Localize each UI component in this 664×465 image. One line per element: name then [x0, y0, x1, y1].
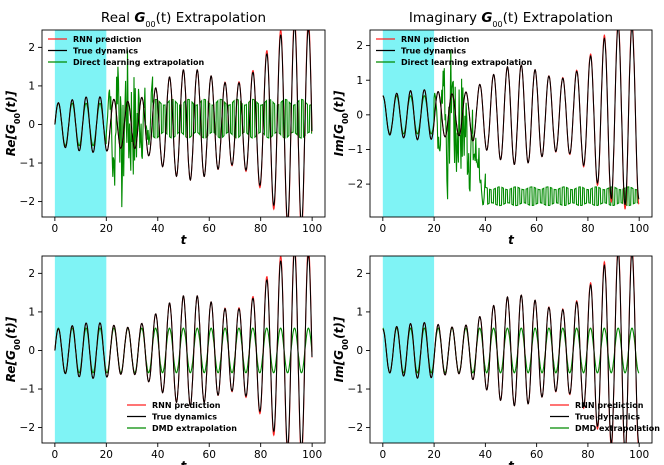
- legend-entry: True dynamics: [575, 413, 640, 422]
- legend-entry: True dynamics: [152, 413, 217, 422]
- x-tick-label: 0: [52, 223, 59, 235]
- plot-frame: [41, 29, 326, 218]
- x-tick-label: 100: [302, 223, 322, 235]
- y-tick-label: 0: [28, 119, 35, 131]
- y-tick-label: 1: [28, 307, 35, 319]
- x-axis-label: t: [508, 233, 515, 247]
- training-window-shade: [382, 256, 435, 443]
- y-tick-label: 0: [356, 109, 363, 121]
- y-axis-label: Im[G00(t)]: [332, 316, 350, 382]
- legend: RNN prediction True dynamics Direct learni…: [48, 35, 204, 67]
- plot-frame: [41, 255, 326, 444]
- y-tick-label: 2: [356, 40, 363, 52]
- y-tick-label: −1: [20, 158, 35, 170]
- x-tick-label: 100: [302, 449, 322, 461]
- x-tick-label: 0: [379, 223, 386, 235]
- training-window-shade: [54, 256, 107, 443]
- legend-entry: DMD extrapolation: [152, 424, 237, 433]
- legend-entry: RNN prediction: [73, 35, 142, 44]
- legend-entry: RNN prediction: [575, 401, 644, 410]
- plot-frame: [369, 29, 653, 218]
- legend-entry: Direct learning extrapolation: [73, 58, 204, 67]
- training-window-shade: [54, 30, 107, 217]
- series-true-dynamicsline: [382, 30, 640, 205]
- y-tick-label: −1: [20, 384, 35, 396]
- x-tick-label: 60: [530, 223, 543, 235]
- x-axis-label: t: [181, 459, 188, 465]
- x-tick-label: 20: [100, 449, 113, 461]
- x-tick-label: 80: [581, 449, 594, 461]
- legend-entry: RNN prediction: [152, 401, 221, 410]
- y-tick-label: −2: [20, 422, 35, 434]
- legend: RNN prediction True dynamics Direct learni…: [376, 35, 532, 67]
- y-tick-label: −2: [348, 422, 363, 434]
- x-tick-label: 40: [151, 449, 164, 461]
- x-tick-label: 80: [254, 223, 267, 235]
- legend: RNN prediction True dynamics DMD extrapola…: [127, 401, 237, 433]
- x-tick-label: 40: [151, 223, 164, 235]
- chart-panel-4: 0 20 40 60 80 100 −2 −1 0 1 2 t Im[G00(t)] RNN predic…: [332, 255, 660, 465]
- x-tick-label: 20: [100, 223, 113, 235]
- y-tick-label: 0: [28, 345, 35, 357]
- legend-entry: DMD extrapolation: [575, 424, 660, 433]
- x-tick-label: 40: [479, 449, 492, 461]
- y-axis-label: Re[G00(t)]: [4, 316, 22, 382]
- x-tick-label: 100: [629, 223, 649, 235]
- y-tick-label: 1: [356, 75, 363, 87]
- chart-title: Imaginary G00(t) Extrapolation: [409, 10, 613, 29]
- x-tick-label: 80: [254, 449, 267, 461]
- y-tick-label: −1: [348, 144, 363, 156]
- x-axis-label: t: [508, 459, 515, 465]
- x-tick-label: 60: [203, 223, 216, 235]
- y-tick-label: −2: [348, 179, 363, 191]
- legend-entry: Direct learning extrapolation: [401, 58, 532, 67]
- y-tick-label: 2: [28, 268, 35, 280]
- chart-panel-2: 0 20 40 60 80 100 −2 −1 0 1 2 t Im[G00(t)] Imaginary …: [332, 10, 653, 247]
- y-tick-label: 1: [28, 81, 35, 93]
- y-tick-label: 2: [28, 42, 35, 54]
- y-axis-label: Im[G00(t)]: [332, 90, 350, 156]
- x-tick-label: 0: [379, 449, 386, 461]
- series-true-dynamicsline: [54, 30, 313, 217]
- chart-title: Real G00(t) Extrapolation: [101, 10, 266, 29]
- x-tick-label: 80: [581, 223, 594, 235]
- x-axis-label: t: [181, 233, 188, 247]
- legend: RNN prediction True dynamics DMD extrapola…: [550, 401, 660, 433]
- series-true-dynamicsline: [54, 256, 313, 443]
- x-tick-label: 40: [479, 223, 492, 235]
- x-tick-label: 20: [427, 223, 440, 235]
- x-tick-label: 60: [530, 449, 543, 461]
- y-tick-label: −2: [20, 196, 35, 208]
- x-tick-label: 20: [427, 449, 440, 461]
- series-true-dynamicsline: [382, 256, 640, 443]
- legend-entry: RNN prediction: [401, 35, 470, 44]
- y-tick-label: −1: [348, 384, 363, 396]
- training-window-shade: [382, 30, 435, 217]
- y-axis-label: Re[G00(t)]: [4, 90, 22, 156]
- y-tick-label: 1: [356, 307, 363, 319]
- x-tick-label: 100: [629, 449, 649, 461]
- y-tick-label: 0: [356, 345, 363, 357]
- series-direct-learning-extrapolationline: [382, 50, 640, 207]
- chart-panel-1: 0 20 40 60 80 100 −2 −1 0 1 2 t Re[G00(t)] Real G00(t…: [4, 10, 326, 247]
- x-tick-label: 60: [203, 449, 216, 461]
- legend-entry: True dynamics: [73, 47, 138, 56]
- chart-panel-3: 0 20 40 60 80 100 −2 −1 0 1 2 t Re[G00(t)] RNN predic…: [4, 255, 326, 465]
- legend-entry: True dynamics: [401, 47, 466, 56]
- y-tick-label: 2: [356, 268, 363, 280]
- x-tick-label: 0: [52, 449, 59, 461]
- plot-frame: [369, 255, 653, 444]
